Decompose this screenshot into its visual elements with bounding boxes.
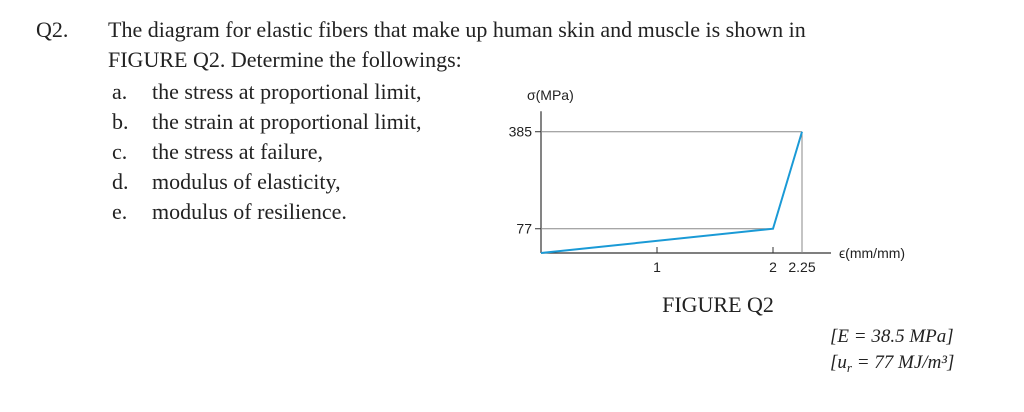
answer-part: [u — [830, 352, 847, 373]
question-line: FIGURE Q2. Determine the followings: — [108, 47, 462, 72]
answer: [E = 38.5 MPa] — [830, 326, 954, 347]
item-letter: c. — [112, 139, 127, 164]
y-axis-label: σ(MPa) — [527, 87, 574, 103]
stress-strain-curve — [540, 131, 803, 254]
x-tick-label: 2.25 — [788, 259, 815, 275]
x-axis-label: ϵ(mm/mm) — [839, 245, 905, 261]
item-letter: d. — [112, 169, 129, 194]
answer: [ur = 77 MJ/m³] — [830, 352, 954, 375]
x-tick-label: 2 — [769, 259, 777, 275]
question-number: Q2. — [36, 17, 68, 42]
item-text: modulus of resilience. — [152, 199, 347, 224]
item-text: modulus of elasticity, — [152, 169, 341, 194]
y-tick-label: 77 — [516, 221, 532, 237]
figure-caption: FIGURE Q2 — [662, 292, 774, 317]
item-letter: a. — [112, 79, 127, 104]
item-letter: b. — [112, 109, 129, 134]
item-text: the strain at proportional limit, — [152, 109, 421, 134]
answer-part: = 77 MJ/m³] — [852, 352, 954, 373]
item-text: the stress at proportional limit, — [152, 79, 421, 104]
x-tick-label: 1 — [653, 259, 661, 275]
y-tick-label: 385 — [509, 124, 533, 140]
answer-subscript: r — [847, 360, 853, 375]
item-list: a. the stress at proportional limit, b. the… — [112, 79, 421, 224]
question-line: The diagram for elastic fibers that make… — [108, 17, 806, 42]
item-letter: e. — [112, 199, 127, 224]
item-text: the stress at failure, — [152, 139, 323, 164]
chart: σ(MPa) ϵ(mm/mm) 77 385 1 2 2.25 — [509, 87, 905, 275]
